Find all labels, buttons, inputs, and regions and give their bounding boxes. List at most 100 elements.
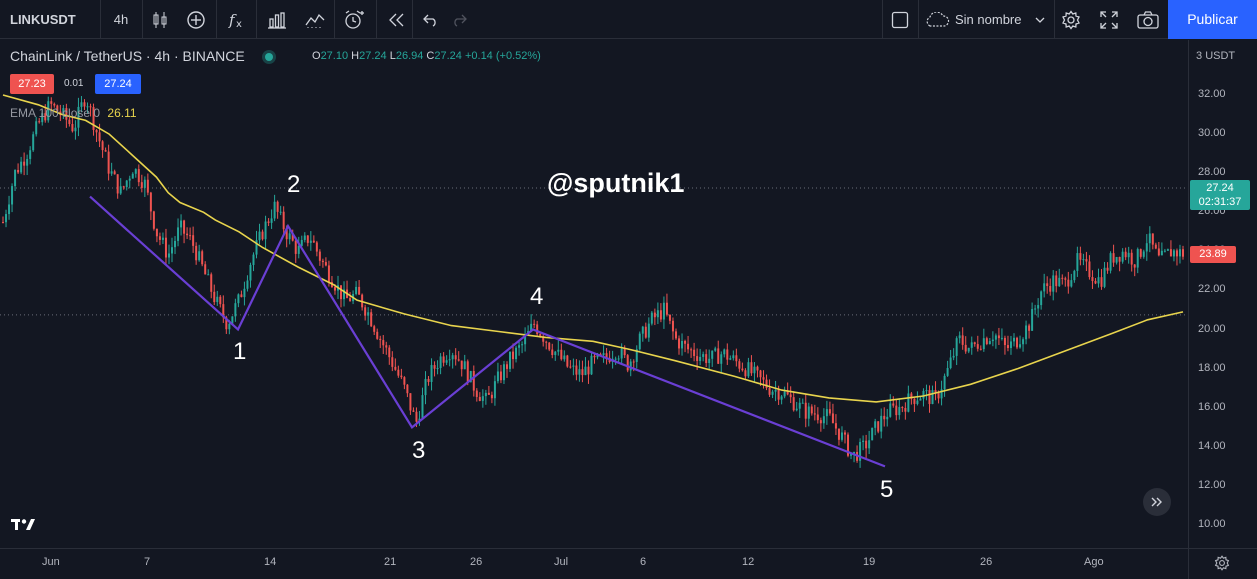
add-indicator-icon[interactable] — [182, 5, 210, 34]
candle-body — [1088, 261, 1091, 278]
candle-body — [128, 178, 131, 181]
candle-body — [358, 286, 361, 295]
candle-body — [765, 379, 768, 388]
candle-body — [759, 370, 762, 378]
candle-body — [306, 235, 309, 243]
candle-body — [312, 240, 315, 243]
candle-body — [641, 326, 644, 334]
candle-body — [267, 221, 270, 223]
candle-body — [1046, 283, 1049, 287]
candle-body — [1076, 253, 1079, 271]
double-chevron-right-icon — [1151, 497, 1162, 507]
sell-price-button[interactable]: 27.23 — [10, 74, 54, 94]
candle-body — [831, 413, 834, 424]
candle-body — [80, 102, 83, 107]
candle-body — [391, 357, 394, 367]
candle-body — [394, 366, 397, 370]
symbol-search[interactable]: LINKUSDT — [10, 12, 76, 27]
time-axis[interactable] — [0, 548, 1188, 579]
time-tick: 12 — [742, 556, 755, 568]
candle-body — [119, 186, 122, 194]
candle-body — [853, 451, 856, 454]
candle-body — [1006, 345, 1009, 349]
compare-icon[interactable] — [300, 5, 330, 34]
candle-body — [35, 121, 38, 135]
candle-body — [515, 347, 518, 360]
price-chart[interactable] — [0, 40, 1188, 548]
replay-icon[interactable] — [382, 5, 410, 34]
candle-body — [174, 240, 177, 248]
symbol-title[interactable]: ChainLink / TetherUS · 4h · BINANCE — [10, 48, 245, 64]
candle-body — [294, 240, 297, 254]
candle-body — [29, 150, 32, 159]
candle-body — [5, 214, 8, 223]
candle-body — [279, 211, 282, 213]
candle-body — [155, 228, 158, 237]
ema-legend[interactable]: EMA 100 close 0 26.11 — [10, 106, 137, 120]
layout-name-dropdown[interactable]: Sin nombre — [924, 5, 1052, 34]
candle-body — [1182, 249, 1184, 257]
settings-gear-icon[interactable] — [1214, 555, 1230, 571]
candle-body — [994, 335, 997, 340]
candle-body — [859, 441, 862, 461]
candle-body — [11, 186, 14, 205]
candle-body — [997, 335, 1000, 339]
candle-body — [505, 364, 508, 369]
tradingview-logo[interactable] — [11, 516, 37, 534]
candle-body — [140, 182, 143, 188]
undo-icon[interactable] — [418, 5, 444, 34]
candle-body — [1082, 259, 1085, 261]
candle-body — [454, 355, 457, 360]
candle-body — [961, 335, 964, 345]
candle-body — [1028, 325, 1031, 331]
candle-body — [786, 391, 789, 395]
redo-icon[interactable] — [446, 5, 472, 34]
buy-price-button[interactable]: 27.24 — [95, 74, 141, 94]
candle-body — [258, 231, 261, 241]
settings-gear-icon[interactable] — [1058, 5, 1084, 34]
select-layout-icon[interactable] — [888, 5, 912, 34]
candle-body — [774, 389, 777, 392]
alert-clock-icon[interactable] — [338, 5, 370, 34]
candle-body — [1025, 325, 1028, 340]
candle-body — [490, 394, 493, 399]
candle-body — [101, 141, 104, 151]
candle-body — [2, 222, 4, 224]
fullscreen-icon[interactable] — [1096, 5, 1122, 34]
candle-body — [967, 347, 970, 352]
candle-body — [843, 432, 846, 435]
time-tick: 26 — [980, 556, 993, 568]
candle-body — [904, 408, 907, 412]
candle-body — [92, 107, 95, 130]
time-tick: Jun — [42, 556, 60, 568]
candle-body — [807, 406, 810, 419]
candle-body — [261, 231, 264, 240]
candle-body — [83, 102, 86, 107]
candle-body — [421, 395, 424, 419]
candle-body — [439, 356, 442, 369]
toolbar-divider — [216, 0, 217, 39]
close-value: 27.24 — [434, 50, 462, 62]
publish-button[interactable]: Publicar — [1168, 0, 1257, 39]
candle-body — [216, 296, 219, 303]
financials-icon[interactable] — [262, 5, 292, 34]
candle-body — [946, 368, 949, 376]
candle-body — [56, 105, 59, 112]
candle-body — [656, 310, 659, 318]
candle-body — [647, 323, 650, 338]
candle-body — [240, 294, 243, 298]
interval-button[interactable]: 4h — [113, 12, 129, 27]
candles-icon[interactable] — [146, 5, 174, 34]
camera-snapshot-icon[interactable] — [1134, 5, 1162, 34]
price-axis[interactable] — [1188, 40, 1257, 548]
last-price-value: 27.24 — [1206, 182, 1234, 194]
candle-body — [412, 410, 415, 412]
candle-body — [1115, 257, 1118, 263]
candle-body — [979, 348, 982, 350]
currency-label[interactable]: 3 USDT — [1196, 50, 1236, 62]
candle-body — [213, 291, 216, 303]
scroll-to-realtime-button[interactable] — [1143, 488, 1171, 516]
elliott-wave-drawing[interactable] — [89, 195, 886, 468]
candle-body — [533, 323, 536, 325]
